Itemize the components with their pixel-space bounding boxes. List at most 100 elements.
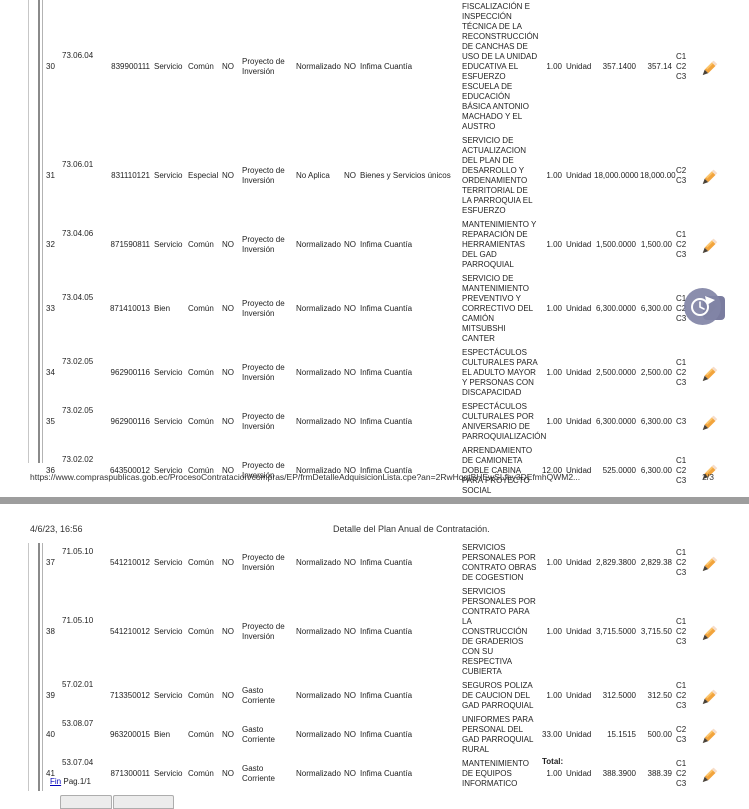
- costo-unitario: 388.3900: [602, 769, 636, 778]
- edit-pencil-icon[interactable]: [700, 366, 718, 381]
- partida-presupuestaria: 73.06.04: [62, 51, 94, 60]
- procedimiento: Infima Cuantía: [360, 730, 413, 739]
- catalogo-flag: NO: [344, 240, 356, 249]
- cpc-code: 713350012: [109, 691, 150, 700]
- row-number: 39: [46, 691, 55, 700]
- tipo-compra: Común: [188, 417, 214, 426]
- partida-presupuestaria: 57.02.01: [62, 680, 94, 689]
- unidad: Unidad: [566, 240, 592, 249]
- tipo-producto: Normalizado: [296, 466, 341, 475]
- cpc-code: 643500012: [109, 466, 150, 475]
- tipo-compra: Común: [188, 769, 214, 778]
- tipo-compra: Común: [188, 730, 214, 739]
- catalogo-flag: NO: [344, 368, 356, 377]
- partida-presupuestaria: 73.04.06: [62, 229, 94, 238]
- partida-presupuestaria: 71.05.10: [62, 616, 94, 625]
- bottom-button-left[interactable]: [60, 795, 112, 809]
- edit-pencil-icon[interactable]: [700, 556, 718, 571]
- cpc-code: 962900116: [110, 368, 150, 377]
- costo-total: 6,300.00: [640, 304, 672, 313]
- row-number: 36: [46, 466, 55, 475]
- tipo-producto: No Aplica: [296, 171, 330, 180]
- row-number: 40: [46, 730, 55, 739]
- unidad: Unidad: [566, 417, 592, 426]
- pac-table-page1: 30 73.06.04 839900111 Servicio Común NO …: [44, 0, 720, 498]
- costo-total: 312.50: [647, 691, 672, 700]
- cuatrimestre: C3: [676, 417, 687, 426]
- regimen-flag: NO: [222, 171, 234, 180]
- tipo-presupuesto: Proyecto de Inversión: [242, 412, 285, 431]
- tipo-presupuesto: Gasto Corriente: [242, 686, 275, 705]
- print-header-datetime: 4/6/23, 16:56: [30, 524, 83, 534]
- tipo-presupuesto: Proyecto de Inversión: [242, 622, 285, 641]
- partida-presupuestaria: 73.02.05: [62, 357, 94, 366]
- tipo-adquisicion: Servicio: [154, 466, 183, 475]
- cantidad: 1.00: [546, 769, 562, 778]
- costo-unitario: 3,715.5000: [595, 627, 636, 636]
- cuatrimestre: C2 C3: [676, 166, 687, 185]
- descripcion: MANTENIMIENTO Y REPARACIÓN DE HERRAMIENT…: [462, 220, 537, 269]
- tipo-adquisicion: Servicio: [154, 417, 183, 426]
- row-number: 34: [46, 368, 55, 377]
- bottom-button-right[interactable]: [113, 795, 174, 809]
- regimen-flag: NO: [222, 62, 234, 71]
- catalogo-flag: NO: [344, 730, 356, 739]
- tipo-compra: Común: [188, 691, 214, 700]
- costo-total: 6,300.00: [640, 466, 672, 475]
- catalogo-flag: NO: [344, 304, 356, 313]
- unidad: Unidad: [566, 558, 592, 567]
- tipo-presupuesto: Proyecto de Inversión: [242, 299, 285, 318]
- edit-pencil-icon[interactable]: [700, 625, 718, 640]
- cantidad: 33.00: [542, 730, 563, 739]
- cantidad: 1.00: [546, 691, 562, 700]
- catalogo-flag: NO: [344, 769, 356, 778]
- fin-link[interactable]: Fin: [50, 777, 62, 786]
- edit-cell: [698, 541, 720, 585]
- edit-pencil-icon[interactable]: [700, 169, 718, 184]
- procedimiento: Bienes y Servicios únicos: [360, 171, 451, 180]
- procedimiento: Infima Cuantía: [360, 558, 413, 567]
- cantidad: 1.00: [546, 62, 562, 71]
- cuatrimestre: C1 C2 C3: [676, 548, 687, 577]
- edit-pencil-icon[interactable]: [700, 464, 718, 479]
- page-break-separator: [0, 497, 749, 504]
- pag-text: Pag.1/1: [63, 777, 91, 786]
- unidad: Unidad: [566, 368, 592, 377]
- table-row: 41 53.07.04 871300011 Servicio Común NO …: [44, 757, 720, 791]
- edit-cell: [698, 400, 720, 444]
- tipo-adquisicion: Servicio: [154, 368, 183, 377]
- procedimiento: Infima Cuantía: [360, 304, 413, 313]
- unidad: Unidad: [566, 466, 592, 475]
- edit-pencil-icon[interactable]: [700, 238, 718, 253]
- clock-send-icon[interactable]: [684, 288, 721, 325]
- print-footer-page-indicator: 2/3: [702, 472, 714, 482]
- tipo-producto: Normalizado: [296, 627, 341, 636]
- edit-pencil-icon[interactable]: [700, 689, 718, 704]
- edit-cell: [698, 679, 720, 713]
- tipo-compra: Común: [188, 240, 214, 249]
- edit-pencil-icon[interactable]: [700, 728, 718, 743]
- procedimiento: Infima Cuantía: [360, 466, 413, 475]
- table-row: 35 73.02.05 962900116 Servicio Común NO …: [44, 400, 720, 444]
- row-number: 33: [46, 304, 55, 313]
- tipo-presupuesto: Proyecto de Inversión: [242, 363, 285, 382]
- cuatrimestre: C1 C2 C3: [676, 456, 687, 485]
- edit-pencil-icon[interactable]: [700, 415, 718, 430]
- tipo-presupuesto: Gasto Corriente: [242, 725, 275, 744]
- edit-pencil-icon[interactable]: [700, 767, 718, 782]
- partida-presupuestaria: 71.05.10: [62, 547, 94, 556]
- partida-presupuestaria: 73.04.05: [62, 293, 94, 302]
- table-row: 36 73.02.02 643500012 Servicio Común NO …: [44, 444, 720, 498]
- cpc-code: 541210012: [109, 627, 150, 636]
- regimen-flag: NO: [222, 368, 234, 377]
- row-number: 35: [46, 417, 55, 426]
- pagination-line: Fin Pag.1/1: [50, 777, 91, 786]
- print-frame-line: [28, 0, 29, 463]
- regimen-flag: NO: [222, 627, 234, 636]
- total-label: Total:: [542, 757, 564, 766]
- cpc-code: 831110121: [111, 171, 150, 180]
- tipo-adquisicion: Servicio: [154, 171, 183, 180]
- descripcion: SERVICIOS PERSONALES POR CONTRATO OBRAS …: [462, 543, 537, 582]
- edit-pencil-icon[interactable]: [700, 60, 718, 75]
- descripcion: SERVICIO DE MANTENIMIENTO PREVENTIVO Y C…: [462, 274, 533, 343]
